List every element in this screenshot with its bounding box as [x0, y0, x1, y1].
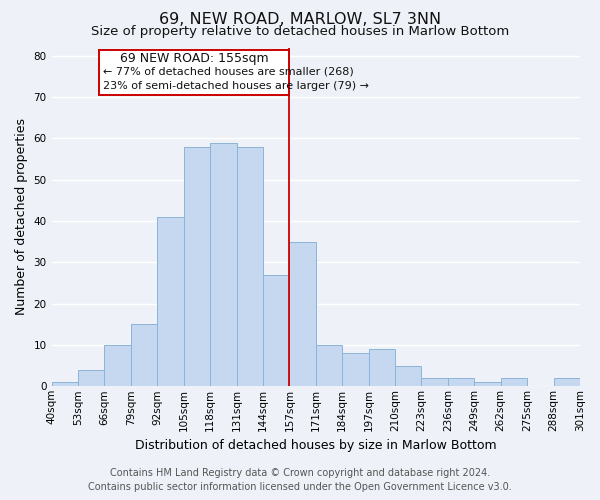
FancyBboxPatch shape — [99, 50, 289, 95]
Bar — [554, 378, 580, 386]
Bar — [342, 353, 368, 386]
Bar — [157, 217, 184, 386]
Bar — [210, 142, 236, 386]
Bar — [475, 382, 501, 386]
Bar — [52, 382, 78, 386]
Bar — [131, 324, 157, 386]
X-axis label: Distribution of detached houses by size in Marlow Bottom: Distribution of detached houses by size … — [135, 440, 497, 452]
Bar — [395, 366, 421, 386]
Bar — [448, 378, 475, 386]
Bar — [104, 345, 131, 387]
Bar — [78, 370, 104, 386]
Text: 69 NEW ROAD: 155sqm: 69 NEW ROAD: 155sqm — [120, 52, 269, 66]
Bar — [236, 146, 263, 386]
Text: 69, NEW ROAD, MARLOW, SL7 3NN: 69, NEW ROAD, MARLOW, SL7 3NN — [159, 12, 441, 28]
Bar — [289, 242, 316, 386]
Bar — [421, 378, 448, 386]
Bar — [368, 349, 395, 387]
Bar — [501, 378, 527, 386]
Text: Size of property relative to detached houses in Marlow Bottom: Size of property relative to detached ho… — [91, 25, 509, 38]
Text: Contains HM Land Registry data © Crown copyright and database right 2024.
Contai: Contains HM Land Registry data © Crown c… — [88, 468, 512, 492]
Text: ← 77% of detached houses are smaller (268): ← 77% of detached houses are smaller (26… — [103, 66, 354, 76]
Bar — [263, 274, 289, 386]
Bar — [184, 146, 210, 386]
Y-axis label: Number of detached properties: Number of detached properties — [15, 118, 28, 316]
Text: 23% of semi-detached houses are larger (79) →: 23% of semi-detached houses are larger (… — [103, 81, 369, 91]
Bar — [316, 345, 342, 387]
